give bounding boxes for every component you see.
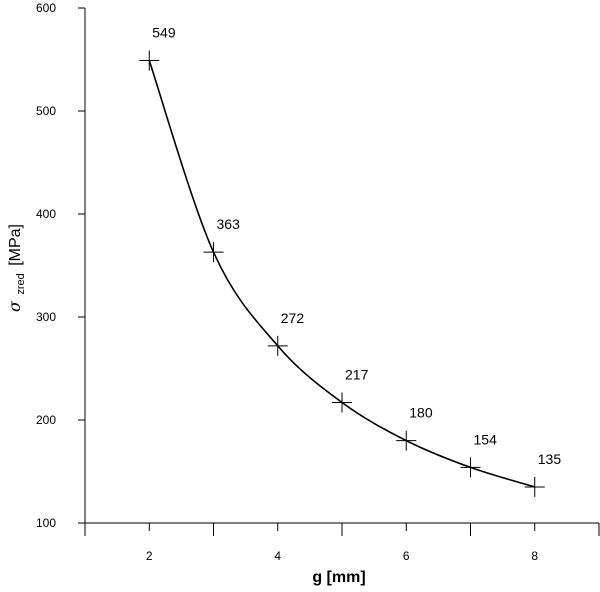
data-point-marker	[139, 50, 160, 71]
axes: 100 200 300 400 500 600 2 4 6 8	[36, 1, 600, 563]
y-axis-subscript: zred	[15, 273, 27, 294]
data-label: 549	[152, 25, 176, 41]
x-tick-label: 8	[531, 549, 538, 563]
x-tick-label: 4	[274, 549, 281, 563]
y-tick-label: 600	[36, 1, 56, 15]
data-label: 363	[217, 216, 241, 232]
x-tick-label: 2	[146, 549, 153, 563]
y-axis-label: σ zred [MPa]	[5, 224, 28, 312]
data-label: 180	[409, 405, 433, 421]
data-label: 154	[474, 431, 498, 447]
series-layer	[148, 60, 535, 488]
y-axis-symbol: σ	[5, 300, 24, 312]
y-tick-label: 300	[36, 310, 56, 324]
data-point-marker	[524, 476, 545, 497]
data-label-layer: 549 363 272 217 180 154 135	[152, 25, 561, 467]
y-tick-label: 400	[36, 207, 56, 221]
y-axis-unit: [MPa]	[7, 224, 24, 266]
data-label: 217	[345, 366, 369, 382]
data-label: 135	[538, 451, 562, 467]
data-label: 272	[281, 310, 305, 326]
data-point-marker	[203, 242, 224, 263]
data-point-marker	[460, 457, 481, 478]
y-tick-label: 100	[36, 516, 56, 530]
marker-layer	[139, 50, 545, 497]
series-line	[148, 60, 535, 488]
x-axis-label: g [mm]	[312, 569, 365, 586]
data-point-marker	[332, 392, 352, 413]
y-tick-label: 500	[36, 104, 56, 118]
data-point-marker	[267, 335, 288, 356]
y-tick-label: 200	[36, 413, 56, 427]
x-tick-label: 6	[403, 549, 410, 563]
data-point-marker	[396, 430, 417, 451]
